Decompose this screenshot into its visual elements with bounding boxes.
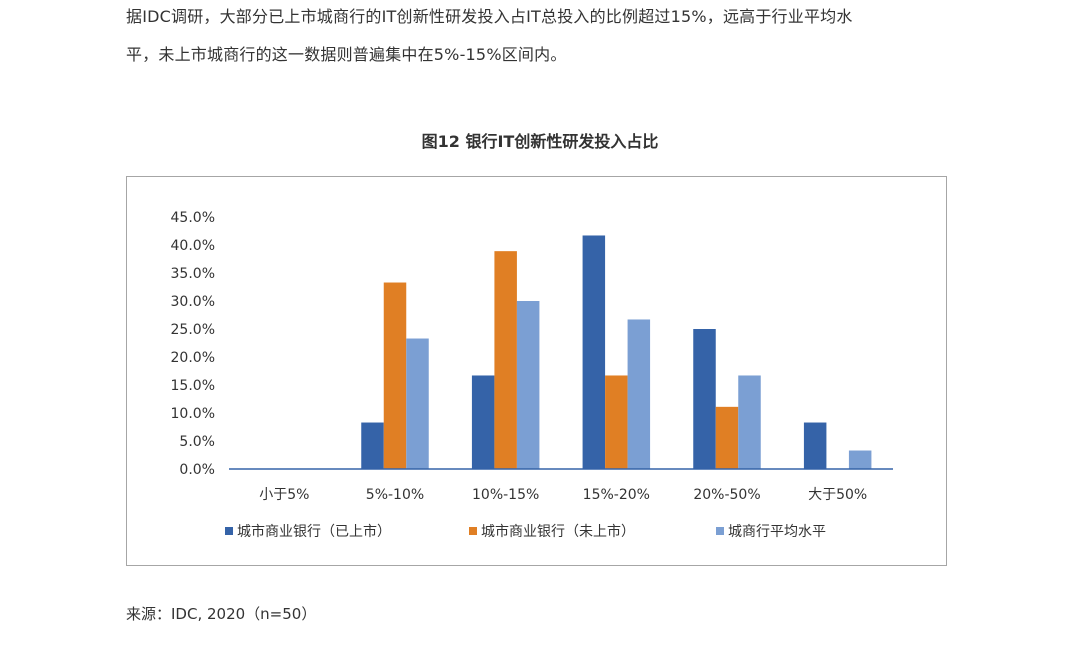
y-tick-label: 10.0%: [171, 406, 215, 422]
y-tick-label: 25.0%: [171, 322, 215, 338]
legend-swatch: [716, 527, 724, 535]
bar: [693, 329, 716, 469]
bar: [848, 450, 872, 469]
x-tick-label: 5%-10%: [366, 487, 424, 503]
legend-label: 城市商业银行（已上市）: [237, 523, 391, 540]
y-tick-label: 35.0%: [171, 266, 215, 282]
y-tick-label: 45.0%: [171, 210, 215, 226]
legend-swatch: [469, 527, 477, 535]
y-tick-label: 5.0%: [179, 434, 215, 450]
body-paragraph-line-1: 据IDC调研，大部分已上市城商行的IT创新性研发投入占IT总投入的比例超过15%…: [126, 7, 853, 26]
source-note: 来源：IDC, 2020（n=50）: [126, 605, 317, 623]
x-tick-label: 10%-15%: [472, 487, 539, 503]
bar: [516, 301, 540, 469]
bar: [471, 375, 495, 469]
legend-label: 城商行平均水平: [728, 524, 826, 540]
bar: [605, 375, 628, 469]
legend-swatch: [225, 527, 233, 535]
bar: [494, 251, 517, 469]
legend-label: 城市商业银行（未上市）: [481, 523, 635, 540]
bar: [715, 406, 739, 469]
x-tick-label: 15%-20%: [583, 487, 650, 503]
bar: [406, 338, 429, 469]
chart-frame: 0.0% 5.0% 10.0% 15.0% 20.0% 25.0% 30.0% 35.0% 40…: [126, 176, 947, 566]
x-tick-label: 小于5%: [259, 487, 309, 503]
y-tick-label: 30.0%: [171, 294, 215, 310]
chart-title: 图12 银行IT创新性研发投入占比: [421, 132, 659, 151]
x-tick-label: 大于50%: [808, 487, 867, 503]
bar: [582, 235, 606, 469]
bar: [361, 422, 384, 469]
body-paragraph-line-2: 平，未上市城商行的这一数据则普遍集中在5%-15%区间内。: [126, 45, 567, 64]
bar: [803, 422, 827, 469]
y-tick-label: 0.0%: [179, 462, 215, 478]
y-tick-label: 15.0%: [171, 378, 215, 394]
y-tick-label: 20.0%: [171, 350, 215, 366]
bar: [738, 375, 761, 469]
bar: [383, 282, 407, 469]
bar: [627, 319, 651, 469]
y-tick-label: 40.0%: [171, 238, 215, 254]
bar-chart: 0.0% 5.0% 10.0% 15.0% 20.0% 25.0% 30.0% 35.0% 40…: [171, 210, 893, 540]
x-tick-label: 20%-50%: [693, 487, 760, 503]
